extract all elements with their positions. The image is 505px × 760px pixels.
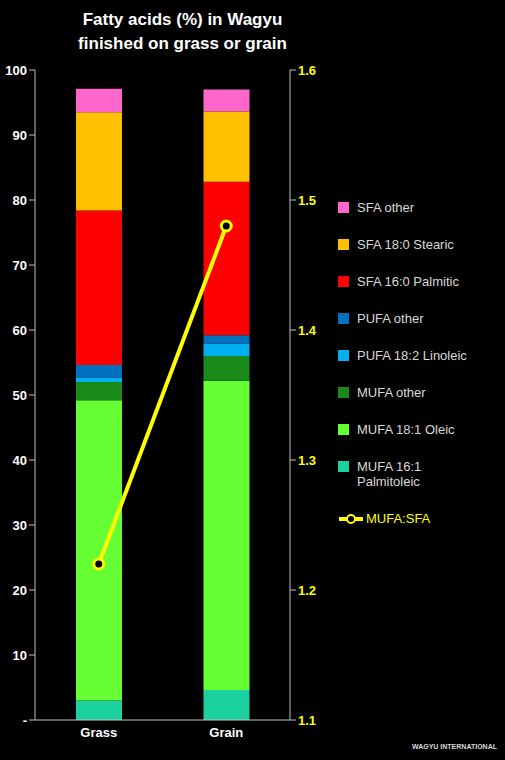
svg-text:-: - — [23, 713, 27, 728]
svg-text:80: 80 — [13, 193, 27, 208]
svg-text:1.3: 1.3 — [298, 453, 316, 468]
svg-text:1.2: 1.2 — [298, 583, 316, 598]
html-text:MUFA 16:1 Palmitoleic: MUFA 16:1 Palmitoleic — [357, 459, 422, 489]
svg-text:1.6: 1.6 — [298, 63, 316, 78]
svg-text:70: 70 — [13, 258, 27, 273]
svg-text:Grain: Grain — [209, 725, 243, 740]
svg-text:1.5: 1.5 — [298, 193, 316, 208]
html-text:MUFA:SFA: MUFA:SFA — [366, 511, 431, 526]
svg-text:10: 10 — [13, 648, 27, 663]
html-text:SFA 16:0 Palmitic: SFA 16:0 Palmitic — [357, 274, 459, 289]
html-text:SFA 18:0 Stearic: SFA 18:0 Stearic — [357, 237, 454, 252]
svg-text:50: 50 — [13, 388, 27, 403]
html-text:MUFA 18:1 Oleic: MUFA 18:1 Oleic — [357, 422, 455, 437]
svg-text:1.1: 1.1 — [298, 713, 316, 728]
html-text:SFA other: SFA other — [357, 200, 415, 215]
html-text:MUFA other: MUFA other — [357, 385, 426, 400]
svg-text:Grass: Grass — [80, 725, 117, 740]
svg-text:20: 20 — [13, 583, 27, 598]
svg-text:1.4: 1.4 — [298, 323, 317, 338]
svg-text:60: 60 — [13, 323, 27, 338]
html-text:PUFA other: PUFA other — [357, 311, 424, 326]
html-text:Fatty acids (%) in Wagyu: Fatty acids (%) in Wagyu — [82, 10, 283, 29]
html-text:finished on grass or grain: finished on grass or grain — [78, 34, 287, 53]
svg-text:30: 30 — [13, 518, 27, 533]
svg-text:90: 90 — [13, 128, 27, 143]
html-text:PUFA 18:2 Linoleic: PUFA 18:2 Linoleic — [357, 348, 467, 363]
svg-text:40: 40 — [13, 453, 27, 468]
html-text:WAGYU INTERNATIONAL: WAGYU INTERNATIONAL — [412, 743, 497, 750]
svg-text:100: 100 — [8, 63, 27, 78]
